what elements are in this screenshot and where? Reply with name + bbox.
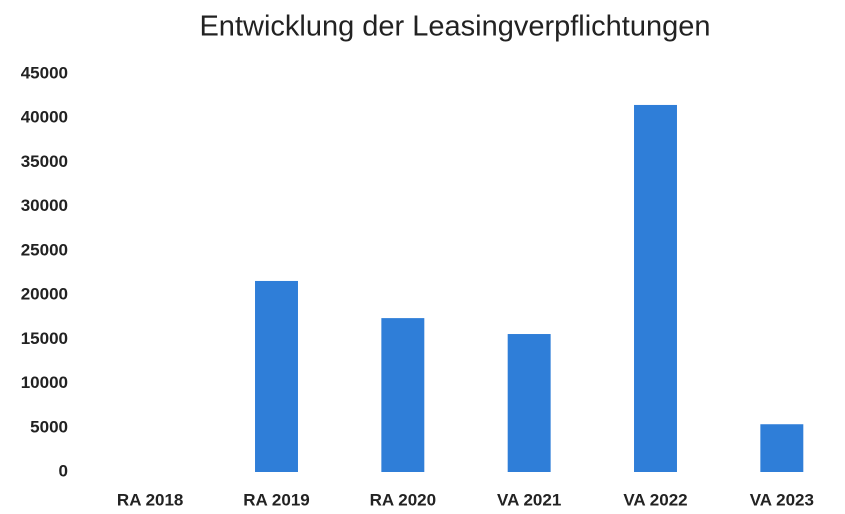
y-tick-label: 5000 — [30, 417, 68, 436]
y-tick-label: 40000 — [21, 108, 68, 127]
x-tick-label: RA 2018 — [117, 490, 183, 509]
y-tick-label: 0 — [59, 461, 68, 480]
y-tick-label: 35000 — [21, 152, 68, 171]
x-tick-label: VA 2022 — [623, 490, 687, 509]
x-tick-label: RA 2019 — [243, 490, 309, 509]
y-tick-label: 10000 — [21, 373, 68, 392]
y-tick-label: 45000 — [21, 63, 68, 82]
y-tick-label: 15000 — [21, 329, 68, 348]
y-tick-label: 30000 — [21, 196, 68, 215]
x-tick-label: VA 2023 — [750, 490, 814, 509]
chart-title: Entwicklung der Leasingverpflichtungen — [199, 11, 710, 43]
bar — [381, 318, 425, 472]
y-tick-label: 25000 — [21, 240, 68, 259]
x-tick-label: VA 2021 — [497, 490, 561, 509]
x-tick-label: RA 2020 — [370, 490, 436, 509]
bar — [507, 334, 551, 472]
y-tick-label: 20000 — [21, 285, 68, 304]
bar — [634, 104, 677, 472]
bar — [760, 424, 804, 472]
bar — [255, 280, 298, 472]
